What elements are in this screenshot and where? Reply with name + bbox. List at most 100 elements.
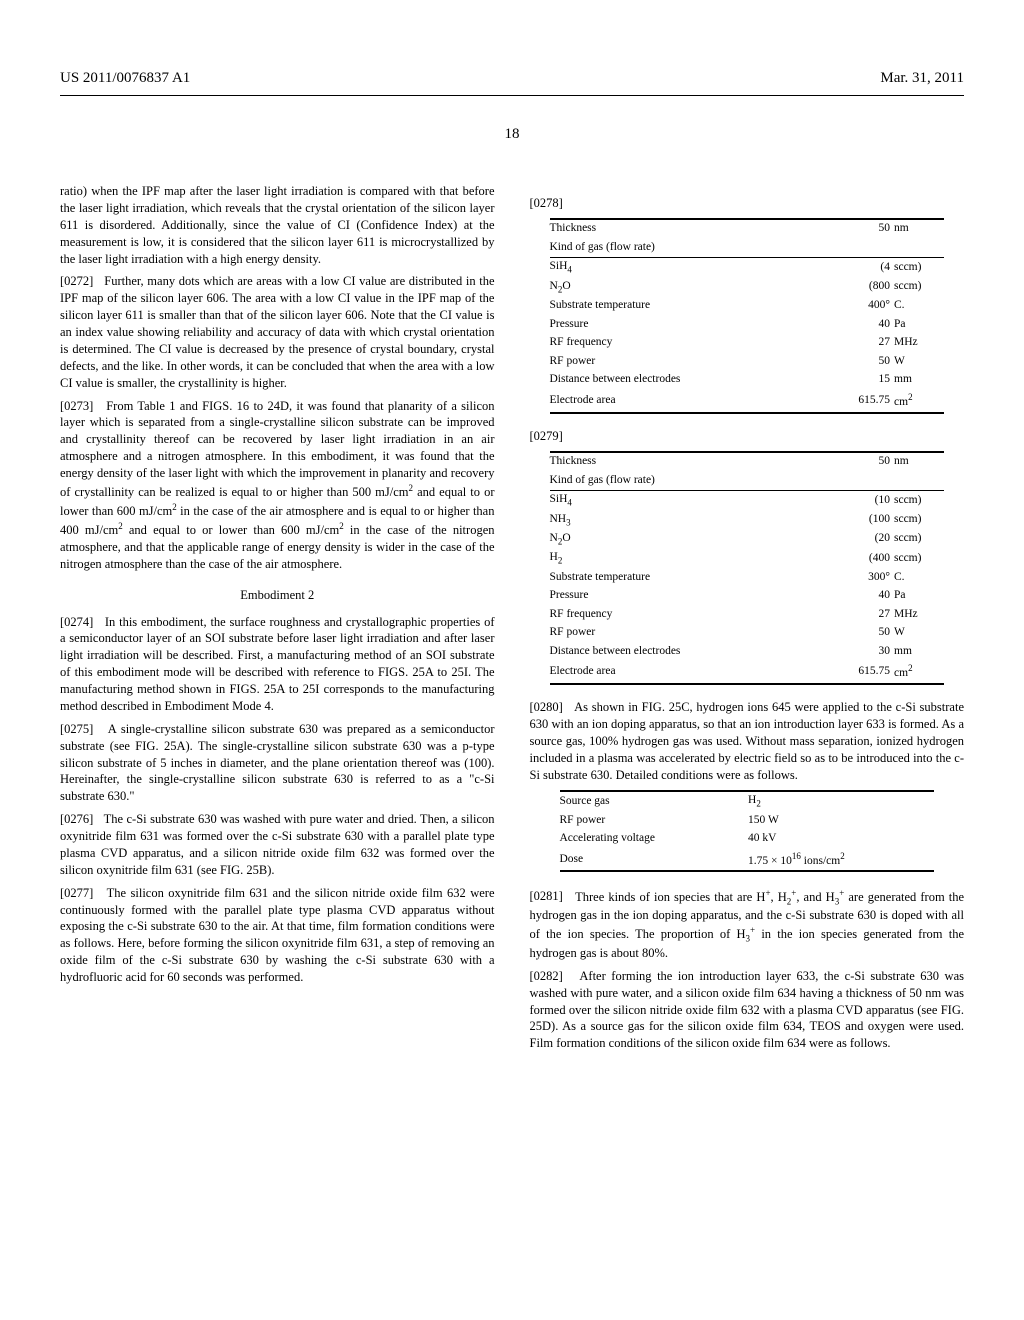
para-0280: [0280] As shown in FIG. 25C, hydrogen io… <box>530 699 965 783</box>
table-row: NH3(100sccm) <box>550 510 945 529</box>
cell-unit: cm2 <box>894 389 944 412</box>
table-iondoping: Source gasH2RF power150 WAccelerating vo… <box>560 790 935 873</box>
table-row: RF power150 W <box>560 811 935 830</box>
cell-unit: C. <box>894 297 944 316</box>
cell-value: 15 <box>820 371 894 390</box>
para-0279: [0279] <box>530 428 965 445</box>
cell-unit: MHz <box>894 334 944 353</box>
para-num: [0282] <box>530 969 563 983</box>
table-row: Kind of gas (flow rate) <box>550 471 945 490</box>
cell-value: (20 <box>820 529 894 548</box>
para-num: [0276] <box>60 812 93 826</box>
table-row: RF frequency27MHz <box>550 334 945 353</box>
table-row: Electrode area615.75cm2 <box>550 661 945 684</box>
header-rule <box>60 95 964 96</box>
para-text: In this embodiment, the surface roughnes… <box>60 615 495 713</box>
table-631: Thickness50nmKind of gas (flow rate) SiH… <box>550 218 945 414</box>
table-row: Accelerating voltage40 kV <box>560 830 935 849</box>
cell-label: Electrode area <box>550 389 821 412</box>
cell-label: Accelerating voltage <box>560 830 729 849</box>
cell-unit: MHz <box>894 605 944 624</box>
cell-unit: sccm) <box>894 510 944 529</box>
table-row: Kind of gas (flow rate) <box>550 238 945 257</box>
para-text: From Table 1 and FIGS. 16 to 24D, it was… <box>60 399 495 571</box>
para-text: The c-Si substrate 630 was washed with p… <box>60 812 495 877</box>
para-0276: [0276] The c-Si substrate 630 was washed… <box>60 811 495 879</box>
conditions-table: Thickness50nmKind of gas (flow rate) SiH… <box>550 218 945 414</box>
right-column: [0278] Thickness50nmKind of gas (flow ra… <box>530 183 965 1058</box>
table-row: Thickness50nm <box>550 219 945 239</box>
cell-value: 27 <box>820 334 894 353</box>
para-0277: [0277] The silicon oxynitride film 631 a… <box>60 885 495 986</box>
cell-value: 50 <box>820 624 894 643</box>
cell-unit: sccm) <box>894 277 944 296</box>
para-text: After forming the ion introduction layer… <box>530 969 965 1051</box>
para-num: [0275] <box>60 722 93 736</box>
cell-label: Dose <box>560 848 729 871</box>
conditions-table: Thickness50nmKind of gas (flow rate) SiH… <box>550 451 945 686</box>
table-row: Pressure40Pa <box>550 315 945 334</box>
cell-label: RF power <box>550 624 821 643</box>
cell-label: N2O <box>550 529 821 548</box>
left-column: ratio) when the IPF map after the laser … <box>60 183 495 1058</box>
table-row: RF power50W <box>550 624 945 643</box>
page-header: US 2011/0076837 A1 Mar. 31, 2011 <box>60 70 964 87</box>
cell-value: 615.75 <box>820 389 894 412</box>
cell-label: RF power <box>560 811 729 830</box>
para-text: The silicon oxynitride film 631 and the … <box>60 886 495 984</box>
cell-value: 50 <box>820 452 894 472</box>
table-row: SiH4(10sccm) <box>550 490 945 510</box>
two-column-layout: ratio) when the IPF map after the laser … <box>60 183 964 1058</box>
cell-unit: cm2 <box>894 661 944 684</box>
para-0282: [0282] After forming the ion introductio… <box>530 968 965 1052</box>
pub-date: Mar. 31, 2011 <box>880 70 964 87</box>
cell-unit <box>894 238 944 257</box>
cell-value: 615.75 <box>820 661 894 684</box>
cell-unit <box>894 471 944 490</box>
table-row: Distance between electrodes30mm <box>550 642 945 661</box>
cell-value <box>820 471 894 490</box>
page-number: 18 <box>60 126 964 143</box>
cell-value: 400° <box>820 297 894 316</box>
cell-label: Kind of gas (flow rate) <box>550 471 821 490</box>
para-0275: [0275] A single-crystalline silicon subs… <box>60 721 495 805</box>
para-text: As shown in FIG. 25C, hydrogen ions 645 … <box>530 700 965 782</box>
table-row: H2(400sccm) <box>550 549 945 568</box>
cell-value: (400 <box>820 549 894 568</box>
para-num: [0281] <box>530 890 563 904</box>
cell-value: (10 <box>820 490 894 510</box>
para-text: Three kinds of ion species that are H+, … <box>530 890 965 960</box>
para-0273: [0273] From Table 1 and FIGS. 16 to 24D,… <box>60 398 495 573</box>
cell-label: Substrate temperature <box>550 297 821 316</box>
para-num: [0277] <box>60 886 93 900</box>
cell-value: 40 <box>820 587 894 606</box>
cell-unit: Pa <box>894 315 944 334</box>
cell-unit: sccm) <box>894 257 944 277</box>
cell-label: N2O <box>550 277 821 296</box>
cell-unit: mm <box>894 371 944 390</box>
cell-value: 1.75 × 1016 ions/cm2 <box>728 848 934 871</box>
cell-unit: C. <box>894 568 944 587</box>
pub-number: US 2011/0076837 A1 <box>60 70 190 87</box>
cell-unit: sccm) <box>894 529 944 548</box>
cell-label: NH3 <box>550 510 821 529</box>
cell-value: 300° <box>820 568 894 587</box>
cell-value: 27 <box>820 605 894 624</box>
cell-label: Source gas <box>560 791 729 811</box>
cell-label: RF frequency <box>550 605 821 624</box>
cell-unit: sccm) <box>894 549 944 568</box>
cell-value: 150 W <box>728 811 934 830</box>
para-num: [0278] <box>530 196 563 210</box>
para-num: [0273] <box>60 399 93 413</box>
table-row: N2O(20sccm) <box>550 529 945 548</box>
cell-value: 40 kV <box>728 830 934 849</box>
cell-value: (4 <box>820 257 894 277</box>
para-0271-cont: ratio) when the IPF map after the laser … <box>60 183 495 267</box>
cell-unit: W <box>894 352 944 371</box>
cell-label: Substrate temperature <box>550 568 821 587</box>
para-num: [0272] <box>60 274 93 288</box>
table-row: N2O(800sccm) <box>550 277 945 296</box>
cell-label: Kind of gas (flow rate) <box>550 238 821 257</box>
cell-label: SiH4 <box>550 257 821 277</box>
table-row: SiH4(4sccm) <box>550 257 945 277</box>
